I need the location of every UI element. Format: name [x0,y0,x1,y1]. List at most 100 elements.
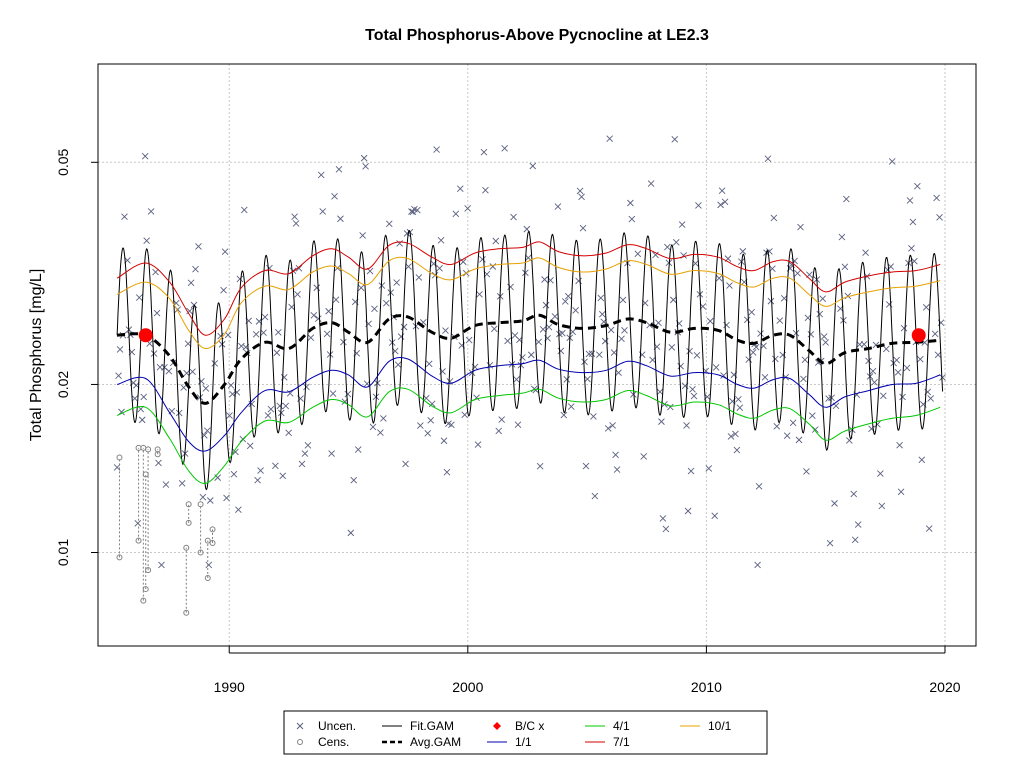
series-lines [116,229,944,491]
uncensored-point [347,529,355,537]
uncensored-point [532,386,540,394]
uncensored-point [479,255,486,263]
uncensored-point [229,390,236,398]
uncensored-point [527,351,535,359]
uncensored-point [513,376,520,383]
uncensored-point [773,422,781,430]
uncensored-point [340,338,347,346]
uncensored-point [551,313,559,320]
uncensored-point [607,326,615,334]
uncensored-point [797,223,804,231]
uncensored-point [567,403,575,410]
uncensored-point [400,323,408,331]
uncensored-point [221,248,229,255]
uncensored-point [158,561,165,569]
censored-point [116,554,123,561]
uncensored-point [397,333,405,340]
uncensored-point [598,310,606,318]
uncensored-point [178,480,186,487]
uncensored-point [354,446,362,453]
uncensored-point [820,333,828,340]
uncensored-point [726,282,733,289]
uncensored-point [606,135,613,143]
uncensored-point [254,476,261,484]
uncensored-point [819,295,827,302]
uncensored-point [329,390,337,397]
uncensored-point [175,409,183,417]
uncensored-point [869,367,877,375]
fit-gam-line [116,229,944,491]
censored-point [185,501,192,508]
uncensored-point [931,330,939,338]
grid-lines [98,64,976,646]
uncensored-point [298,460,306,468]
uncensored-point [584,375,591,383]
censored-point [183,609,190,616]
x-tick-label: 2010 [691,679,722,695]
uncensored-point [582,462,590,470]
uncensored-point [934,351,942,359]
uncensored-point [621,327,628,334]
uncensored-point [465,336,473,344]
censored-point [204,537,211,544]
uncensored-point [377,429,384,436]
uncensored-point [199,493,207,501]
uncensored-point [507,283,514,291]
uncensored-point [141,152,149,160]
uncensored-point [761,374,769,381]
uncensored-point [183,369,190,377]
uncensored-point [436,264,443,272]
uncensored-point [807,330,815,338]
uncensored-point [162,481,170,488]
uncensored-point [880,392,887,400]
uncensored-point [490,325,498,333]
uncensored-point [273,349,281,357]
uncensored-point [755,482,763,490]
y-tick-label: 0.02 [55,371,71,398]
uncensored-point [542,301,550,309]
uncensored-point [800,375,807,383]
censored-point [197,549,204,556]
uncensored-point [850,490,858,498]
uncensored-point [153,309,161,317]
uncensored-point [831,500,838,507]
uncensored-point [205,561,213,569]
uncensored-point [331,193,338,200]
uncensored-point [482,186,489,194]
uncensored-point [596,351,603,358]
uncensored-point [667,403,674,411]
uncensored-point [121,213,128,221]
uncensored-point [357,284,365,292]
uncensored-point [878,502,886,510]
legend-label: B/C x [515,719,544,733]
uncensored-point [662,525,670,533]
uncensored-point [264,412,272,419]
legend-label: 1/1 [515,735,532,749]
uncensored-point [652,251,659,259]
uncensored-point [211,360,219,367]
uncensored-point [767,297,775,305]
uncensored-point [897,488,905,496]
legend-marker [297,739,303,745]
uncensored-point [792,329,800,337]
uncensored-point [227,382,235,389]
x-tick-label: 2000 [452,679,483,695]
uncensored-point [903,364,911,372]
uncensored-point [138,416,146,424]
uncensored-point [561,298,569,305]
legend-marker [296,722,304,730]
uncensored-point [613,466,621,473]
y-tick-label: 0.05 [55,148,71,175]
uncensored-point [939,374,946,381]
uncensored-point [414,206,421,214]
uncensored-point [529,162,537,170]
censored-point [142,471,149,478]
censored-point [116,454,123,461]
uncensored-point [585,350,593,358]
uncensored-point [523,225,531,233]
censored-point [204,575,211,582]
uncensored-point [776,317,784,324]
uncensored-point [301,450,309,457]
uncensored-point [557,347,565,355]
uncensored-point [459,258,467,266]
